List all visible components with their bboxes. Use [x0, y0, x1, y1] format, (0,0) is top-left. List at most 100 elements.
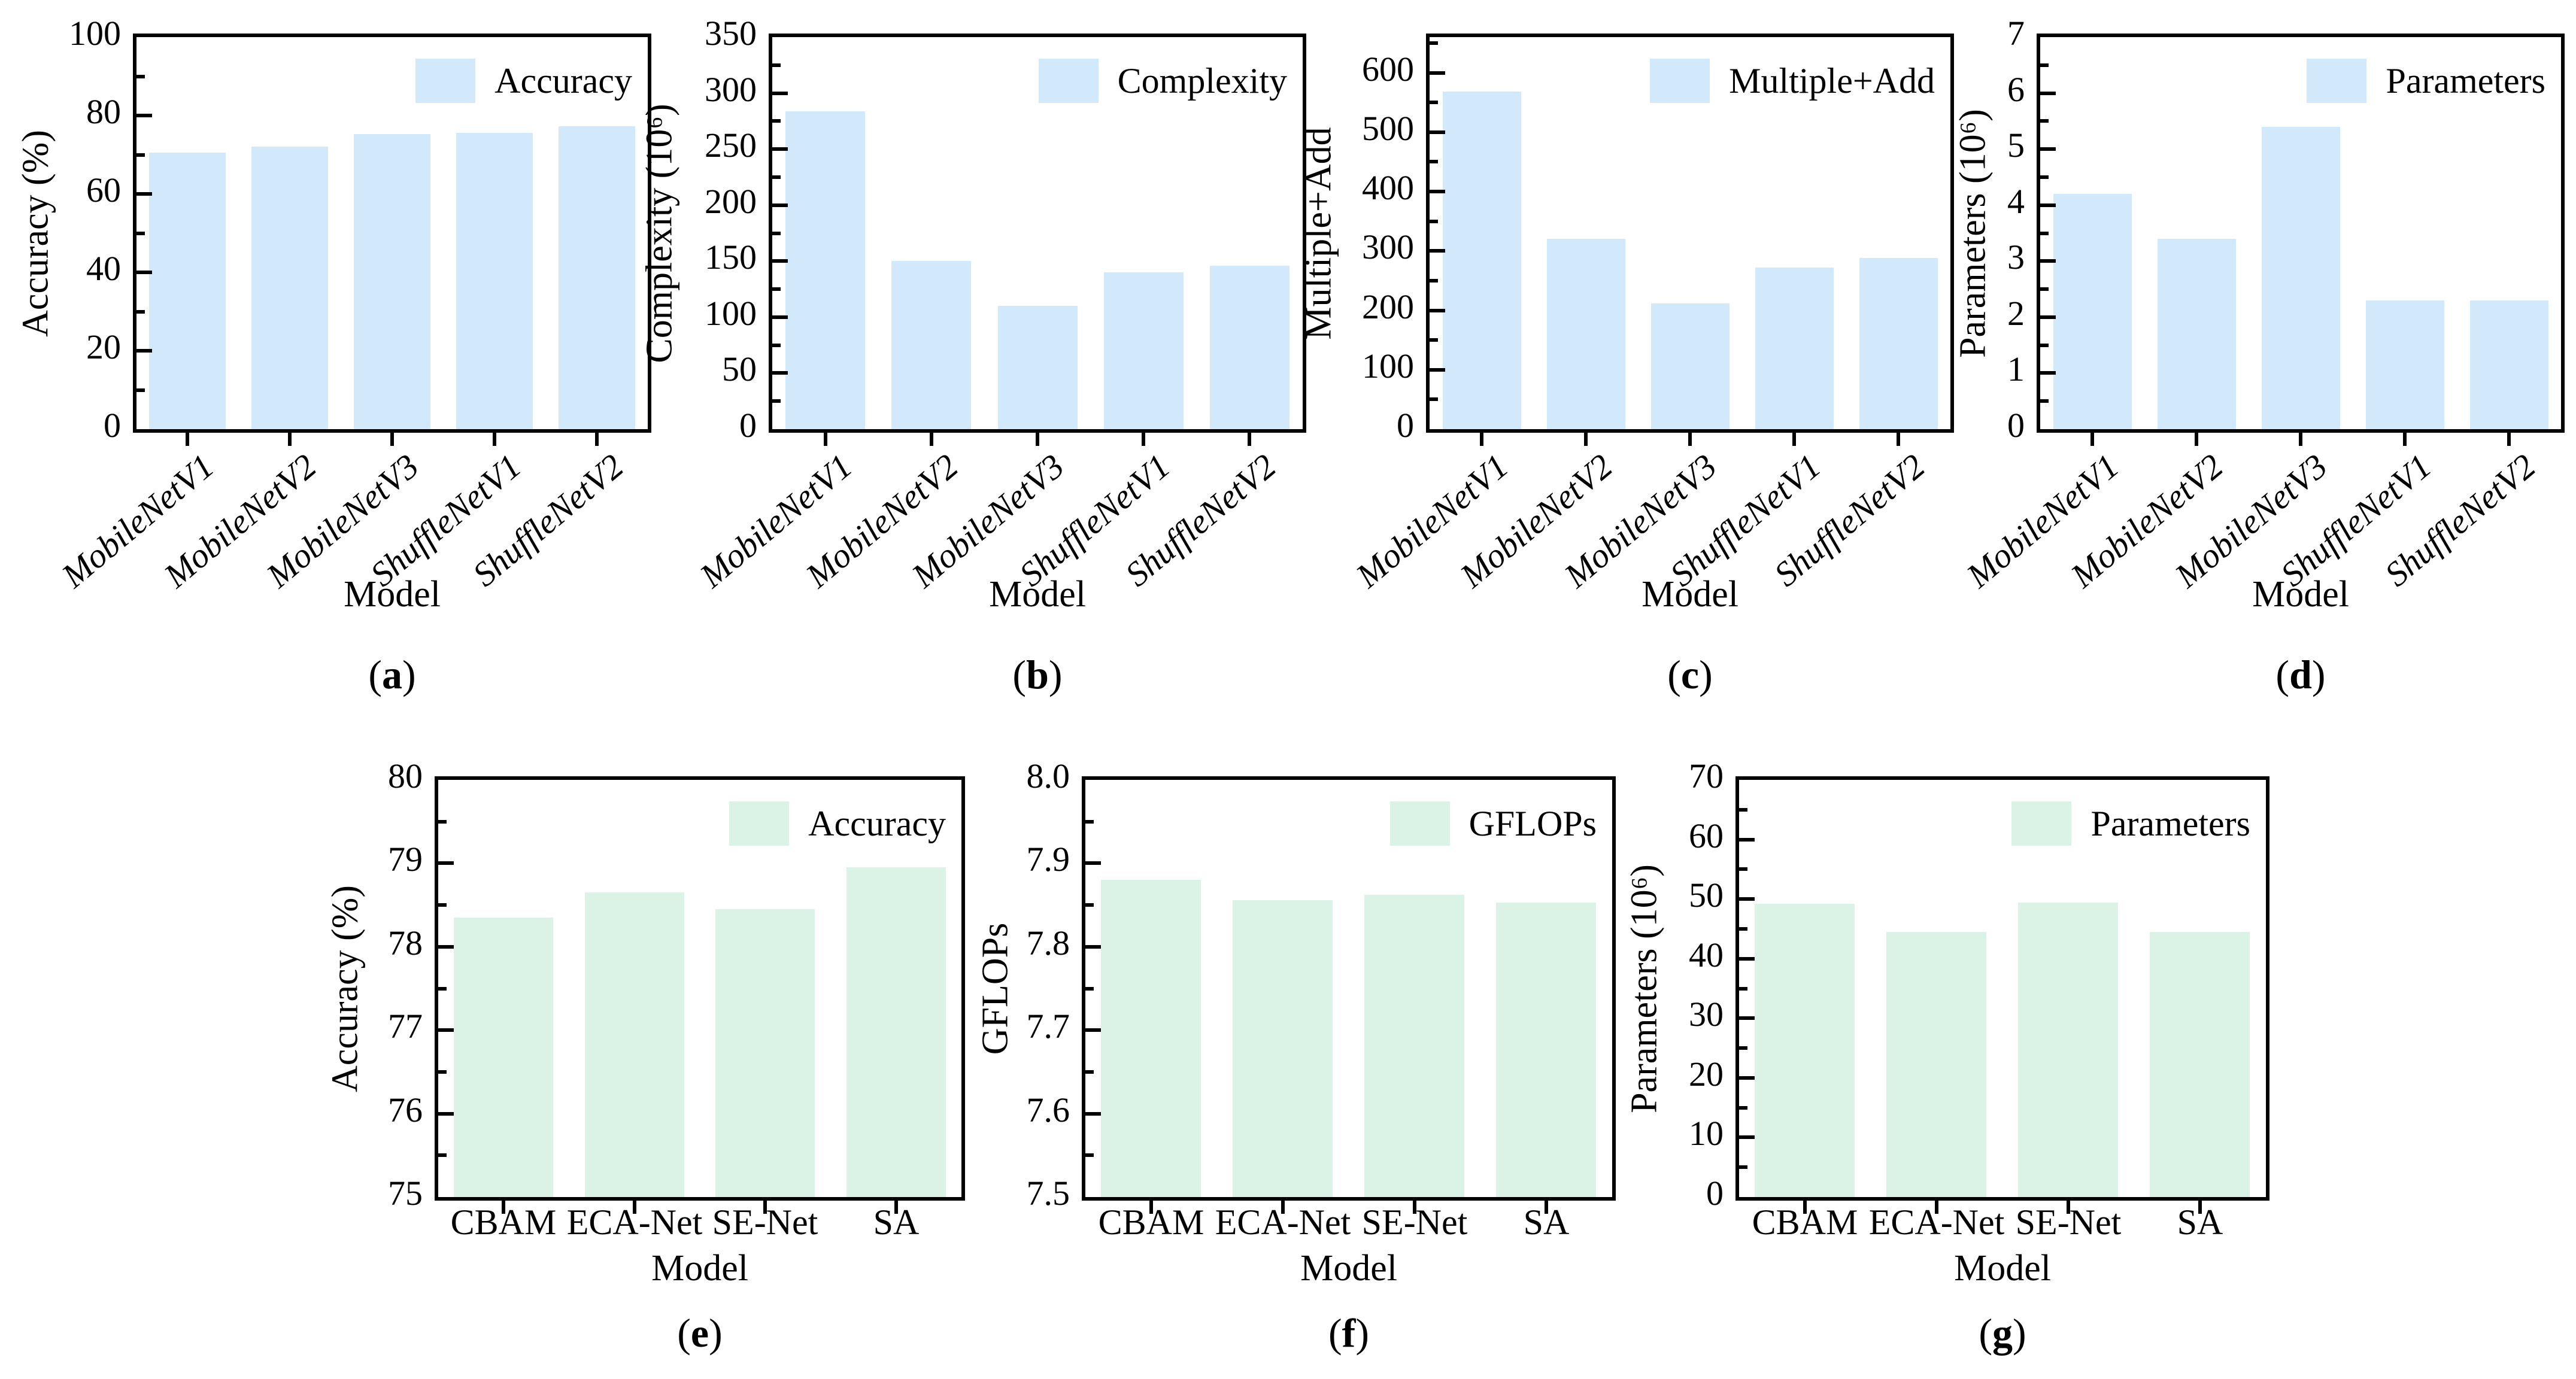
y-tick-label: 20: [86, 327, 121, 366]
y-minor-tick: [438, 1070, 447, 1074]
x-axis-label: Model: [344, 574, 441, 615]
caption-letter: b: [1026, 652, 1049, 697]
y-minor-tick: [438, 820, 447, 824]
y-major-tick: [136, 192, 152, 196]
y-axis-label: Parameters (10⁶): [1952, 108, 1994, 358]
bar-mobilenetv1: [2053, 194, 2132, 429]
y-minor-tick: [1430, 101, 1438, 104]
legend-swatch: [729, 801, 790, 846]
x-tick-label: CBAM: [1098, 1202, 1204, 1242]
y-minor-tick: [772, 175, 781, 179]
chart-a-plot-area: 0 20 40 60 80 100 MobileNetV1 MobileNetV2 Mobile…: [54, 14, 651, 595]
bar-sa: [846, 867, 946, 1197]
x-tick: [1792, 433, 1796, 446]
y-minor-tick: [2040, 232, 2049, 235]
y-tick-label: 75: [388, 1174, 423, 1213]
y-minor-tick: [772, 63, 781, 67]
x-tick: [502, 1201, 505, 1214]
bar-se-net: [2018, 903, 2118, 1197]
legend-swatch: [415, 59, 476, 103]
chart-caption-e: (e): [677, 1310, 723, 1357]
x-axis-label: Model: [989, 574, 1086, 615]
caption-open-paren: (: [1012, 652, 1027, 697]
y-major-tick: [1739, 897, 1755, 901]
y-tick-label: 80: [86, 92, 121, 131]
y-minor-tick: [1430, 160, 1438, 163]
y-tick-label: 0: [104, 406, 121, 445]
x-tick: [1688, 433, 1692, 446]
y-tick-label: 40: [86, 249, 121, 288]
bar-mobilenetv2: [1547, 239, 1625, 429]
y-major-tick: [136, 271, 152, 274]
y-tick-label: 76: [388, 1091, 423, 1129]
y-minor-tick: [1430, 397, 1438, 401]
y-axis-label: Multiple+Add: [1298, 126, 1339, 340]
y-minor-tick: [1430, 41, 1438, 45]
y-tick-label: 7.5: [1026, 1174, 1070, 1213]
legend-label: Accuracy: [808, 803, 946, 843]
y-axis-label: Accuracy (%): [324, 885, 366, 1092]
chart-caption-a: (a): [368, 651, 415, 698]
x-tick: [763, 1201, 767, 1214]
y-tick-label: 0: [1397, 406, 1414, 445]
caption-open-paren: (: [677, 1310, 691, 1356]
y-major-tick: [2040, 259, 2056, 263]
y-minor-tick: [1739, 1046, 1747, 1050]
x-tick: [1803, 1201, 1807, 1214]
y-minor-tick: [2040, 344, 2049, 347]
caption-close-paren: ): [1355, 1310, 1369, 1356]
x-tick: [1413, 1201, 1416, 1214]
bar-se-net: [715, 909, 815, 1197]
legend: Accuracy: [729, 801, 946, 846]
x-tick: [288, 433, 292, 446]
y-axis-label: Accuracy (%): [15, 129, 56, 337]
bar-mobilenetv2: [891, 261, 971, 429]
x-tick: [493, 433, 496, 446]
y-major-tick: [1085, 861, 1101, 865]
caption-letter: c: [1680, 652, 1700, 697]
y-major-tick: [2040, 147, 2056, 151]
caption-open-paren: (: [1667, 652, 1681, 697]
x-tick: [1248, 433, 1251, 446]
caption-letter: a: [382, 652, 402, 697]
chart-caption-d: (d): [2275, 651, 2325, 698]
bar-shufflenetv1: [1755, 268, 1834, 429]
chart-caption-g: (g): [1979, 1310, 2026, 1357]
bar-mobilenetv3: [1651, 303, 1730, 429]
caption-close-paren: ): [2013, 1310, 2026, 1356]
y-minor-tick: [438, 903, 447, 907]
x-tick-label: SA: [2177, 1202, 2223, 1242]
legend-label: Multiple+Add: [1729, 60, 1935, 101]
y-minor-tick: [1739, 987, 1747, 991]
y-minor-tick: [772, 399, 781, 403]
legend: Complexity: [1038, 59, 1287, 103]
x-tick: [1897, 433, 1900, 446]
y-axis-label: Complexity (10⁶): [639, 103, 680, 363]
caption-close-paren: ): [402, 652, 416, 697]
y-tick-label: 70: [1689, 757, 1724, 795]
chart-b-plot-area: 0 50 100 150 200 250 300 350 MobileNetV1 MobileNe…: [693, 14, 1306, 595]
y-minor-tick: [1739, 927, 1747, 931]
y-minor-tick: [1739, 1106, 1747, 1110]
x-tick: [894, 1201, 898, 1214]
chart-f-plot-area: 7.5 7.6 7.7 7.8 7.9 8.0 CBAM ECA-Net SE-Net SA GFL…: [1027, 757, 1616, 1242]
legend: Parameters: [2307, 59, 2545, 103]
bar-eca-net: [1886, 932, 1986, 1197]
x-tick: [633, 1201, 636, 1214]
bar-mobilenetv1: [785, 111, 865, 429]
y-minor-tick: [136, 310, 145, 314]
y-minor-tick: [772, 344, 781, 347]
y-minor-tick: [1430, 220, 1438, 223]
chart-d-plot-area: 0 1 2 3 4 5 6 7 MobileNetV1 MobileNetV2 MobileNetV…: [1959, 14, 2565, 595]
y-tick-label: 100: [1362, 347, 1414, 385]
y-tick-label: 3: [2007, 238, 2025, 277]
y-tick-label: 7.6: [1026, 1091, 1070, 1129]
x-tick-label: CBAM: [450, 1202, 557, 1242]
y-tick-label: 600: [1362, 50, 1414, 89]
chart-e-plot-area: 75 76 77 78 79 80 CBAM ECA-Net SE-Net SA Accuracy: [388, 757, 965, 1242]
y-minor-tick: [1430, 279, 1438, 283]
y-major-tick: [772, 203, 788, 207]
x-tick-label: CBAM: [1752, 1202, 1858, 1242]
x-tick: [2067, 1201, 2070, 1214]
chart-caption-c: (c): [1667, 651, 1713, 698]
